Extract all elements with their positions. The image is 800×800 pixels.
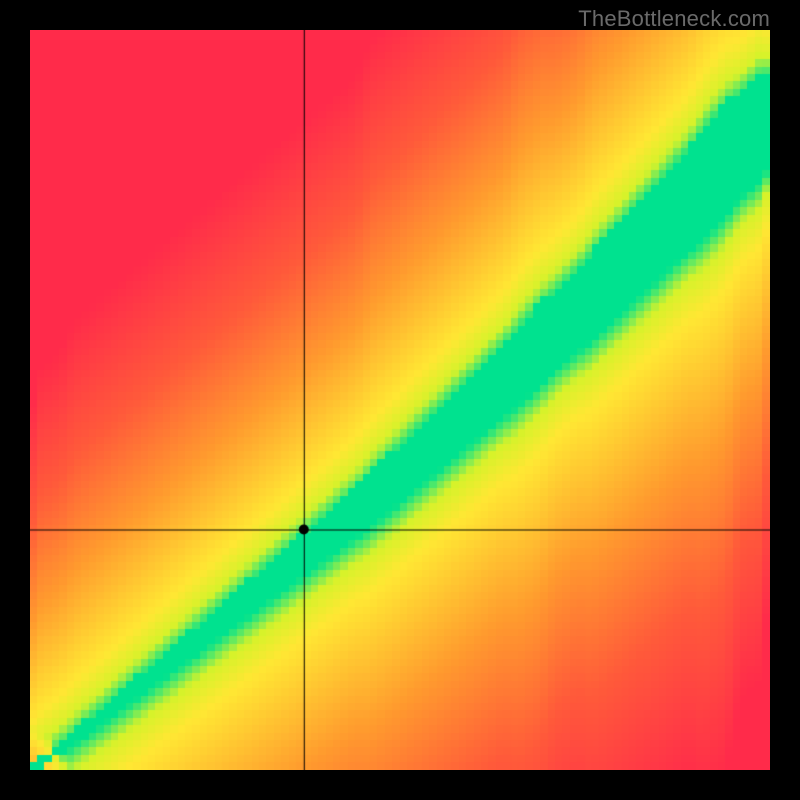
watermark-text: TheBottleneck.com	[578, 6, 770, 32]
bottleneck-heatmap	[30, 30, 770, 770]
